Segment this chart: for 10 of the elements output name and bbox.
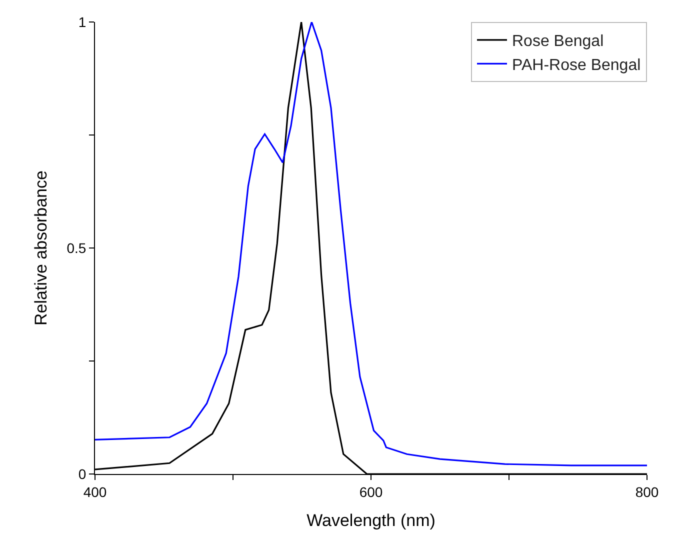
y-axis-title: Relative absorbance	[31, 170, 50, 326]
y-tick-label: 1	[78, 14, 86, 30]
legend-label: Rose Bengal	[512, 33, 604, 50]
legend-label: PAH-Rose Bengal	[512, 56, 641, 74]
y-tick-label: 0.5	[66, 240, 86, 256]
x-tick-label: 400	[83, 484, 107, 500]
x-axis-title: Wavelength (nm)	[306, 511, 436, 530]
x-tick-label: 600	[359, 484, 383, 500]
x-tick-label: 800	[635, 484, 659, 500]
y-tick-label: 0	[78, 466, 86, 482]
